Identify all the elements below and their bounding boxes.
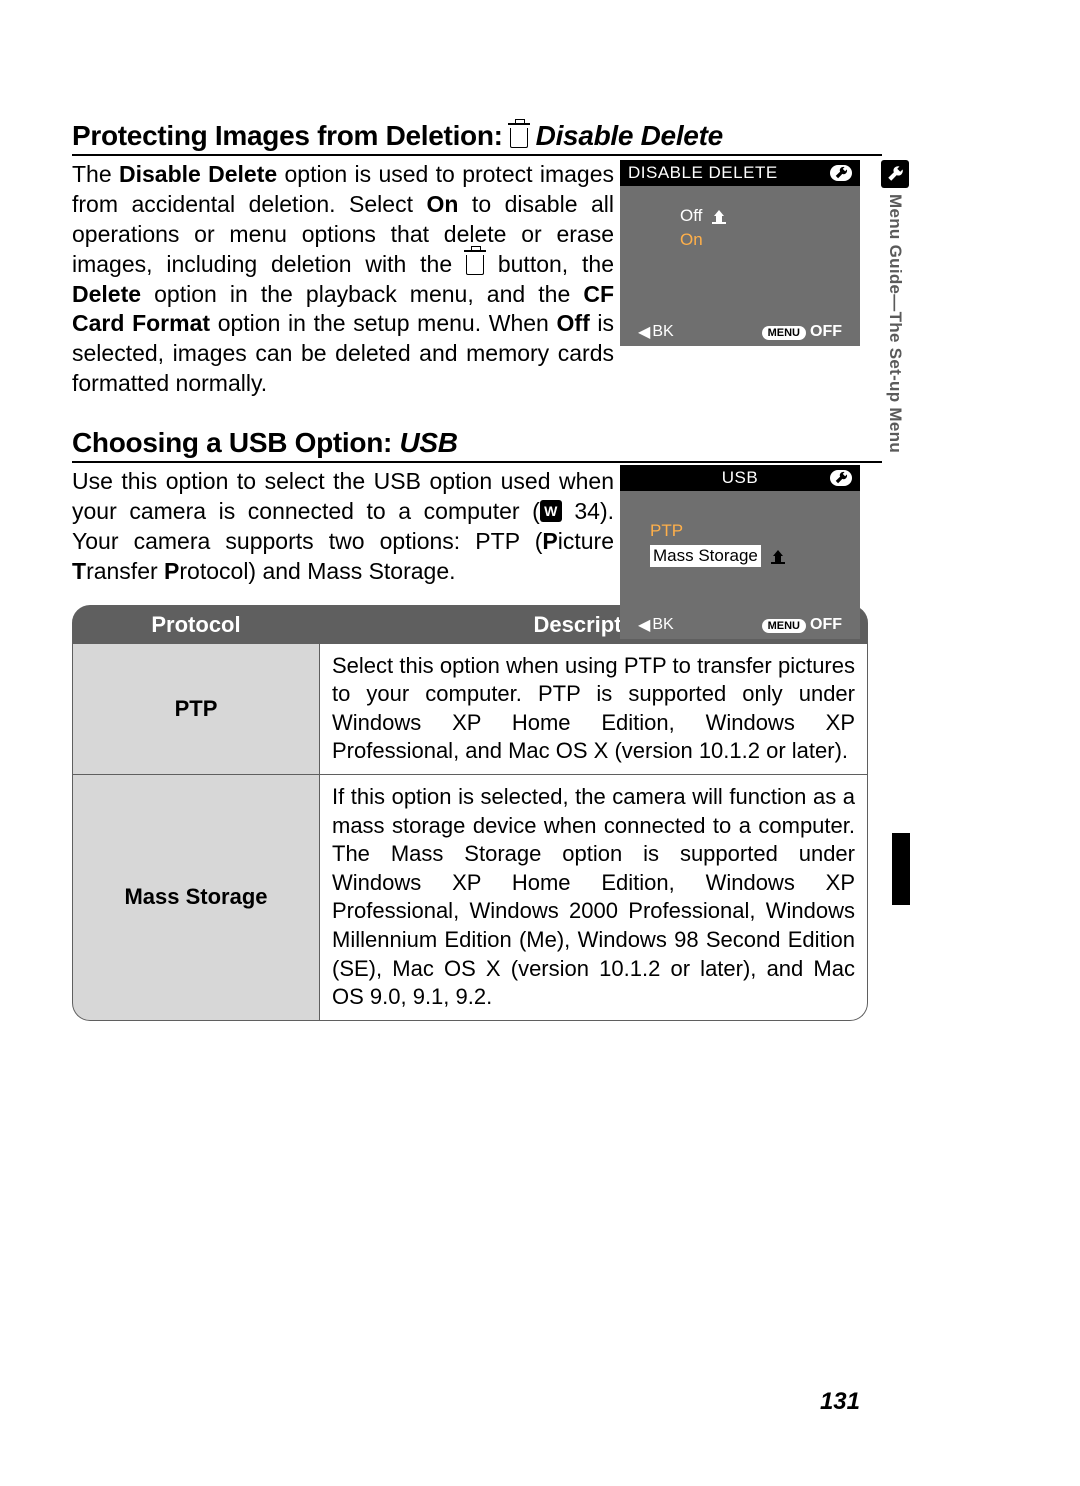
section2-title: Choosing a USB Option: USB	[72, 427, 882, 463]
lcd-footer: ◀BK MENUOFF	[620, 322, 860, 342]
cell-ms-desc: If this option is selected, the camera w…	[320, 775, 868, 1021]
lcd-option-mass-storage[interactable]: Mass Storage	[650, 543, 860, 569]
lcd-usb: USB PTP Mass Storage ◀BK MENUOFF	[620, 465, 860, 639]
side-tab-label: Menu Guide—The Set-up Menu	[885, 194, 905, 453]
wrench-icon	[881, 160, 909, 188]
selection-arrow-icon	[769, 549, 787, 563]
page-number: 131	[820, 1388, 860, 1416]
section2-title-b: USB	[400, 427, 458, 458]
cell-ptp-label: PTP	[72, 644, 320, 775]
lcd-title: DISABLE DELETE	[628, 163, 778, 183]
lcd-body: PTP Mass Storage	[620, 491, 860, 569]
wrench-icon	[830, 470, 852, 486]
lcd-header: DISABLE DELETE	[620, 160, 860, 186]
lcd-disable-delete: DISABLE DELETE Off On ◀BK MENUOFF	[620, 160, 860, 346]
section2-body: Use this option to select the USB option…	[72, 467, 614, 587]
lcd-body: Off On	[620, 186, 860, 252]
reference-icon	[540, 500, 562, 522]
protocol-table: Protocol Description PTP Select this opt…	[72, 605, 868, 1021]
cell-ptp-desc: Select this option when using PTP to tra…	[320, 644, 868, 775]
lcd-back[interactable]: ◀BK	[638, 322, 674, 342]
trash-icon	[510, 128, 528, 148]
selection-arrow-icon	[710, 209, 728, 223]
section1-body: The Disable Delete option is used to pro…	[72, 160, 614, 399]
lcd-title: USB	[722, 468, 758, 488]
lcd-option-off[interactable]: Off	[680, 204, 860, 228]
section2-title-a: Choosing a USB Option:	[72, 427, 400, 458]
table-row: Mass Storage If this option is selected,…	[72, 775, 868, 1021]
lcd-option-on[interactable]: On	[680, 228, 860, 252]
cell-ms-label: Mass Storage	[72, 775, 320, 1021]
trash-icon	[466, 255, 484, 275]
section1-title-a: Protecting Images from Deletion:	[72, 120, 510, 151]
side-tab: Menu Guide—The Set-up Menu	[880, 160, 910, 520]
lcd-menu-off[interactable]: MENUOFF	[762, 323, 842, 341]
table-row: PTP Select this option when using PTP to…	[72, 644, 868, 775]
lcd-option-ptp[interactable]: PTP	[650, 519, 860, 543]
lcd-header: USB	[620, 465, 860, 491]
col-protocol: Protocol	[72, 605, 320, 644]
thumb-tab	[892, 833, 910, 905]
lcd-back[interactable]: ◀BK	[638, 615, 674, 635]
section1-title: Protecting Images from Deletion: Disable…	[72, 120, 882, 156]
lcd-menu-off[interactable]: MENUOFF	[762, 616, 842, 634]
section1-title-b: Disable Delete	[536, 120, 723, 151]
wrench-icon	[830, 165, 852, 181]
lcd-footer: ◀BK MENUOFF	[620, 615, 860, 635]
